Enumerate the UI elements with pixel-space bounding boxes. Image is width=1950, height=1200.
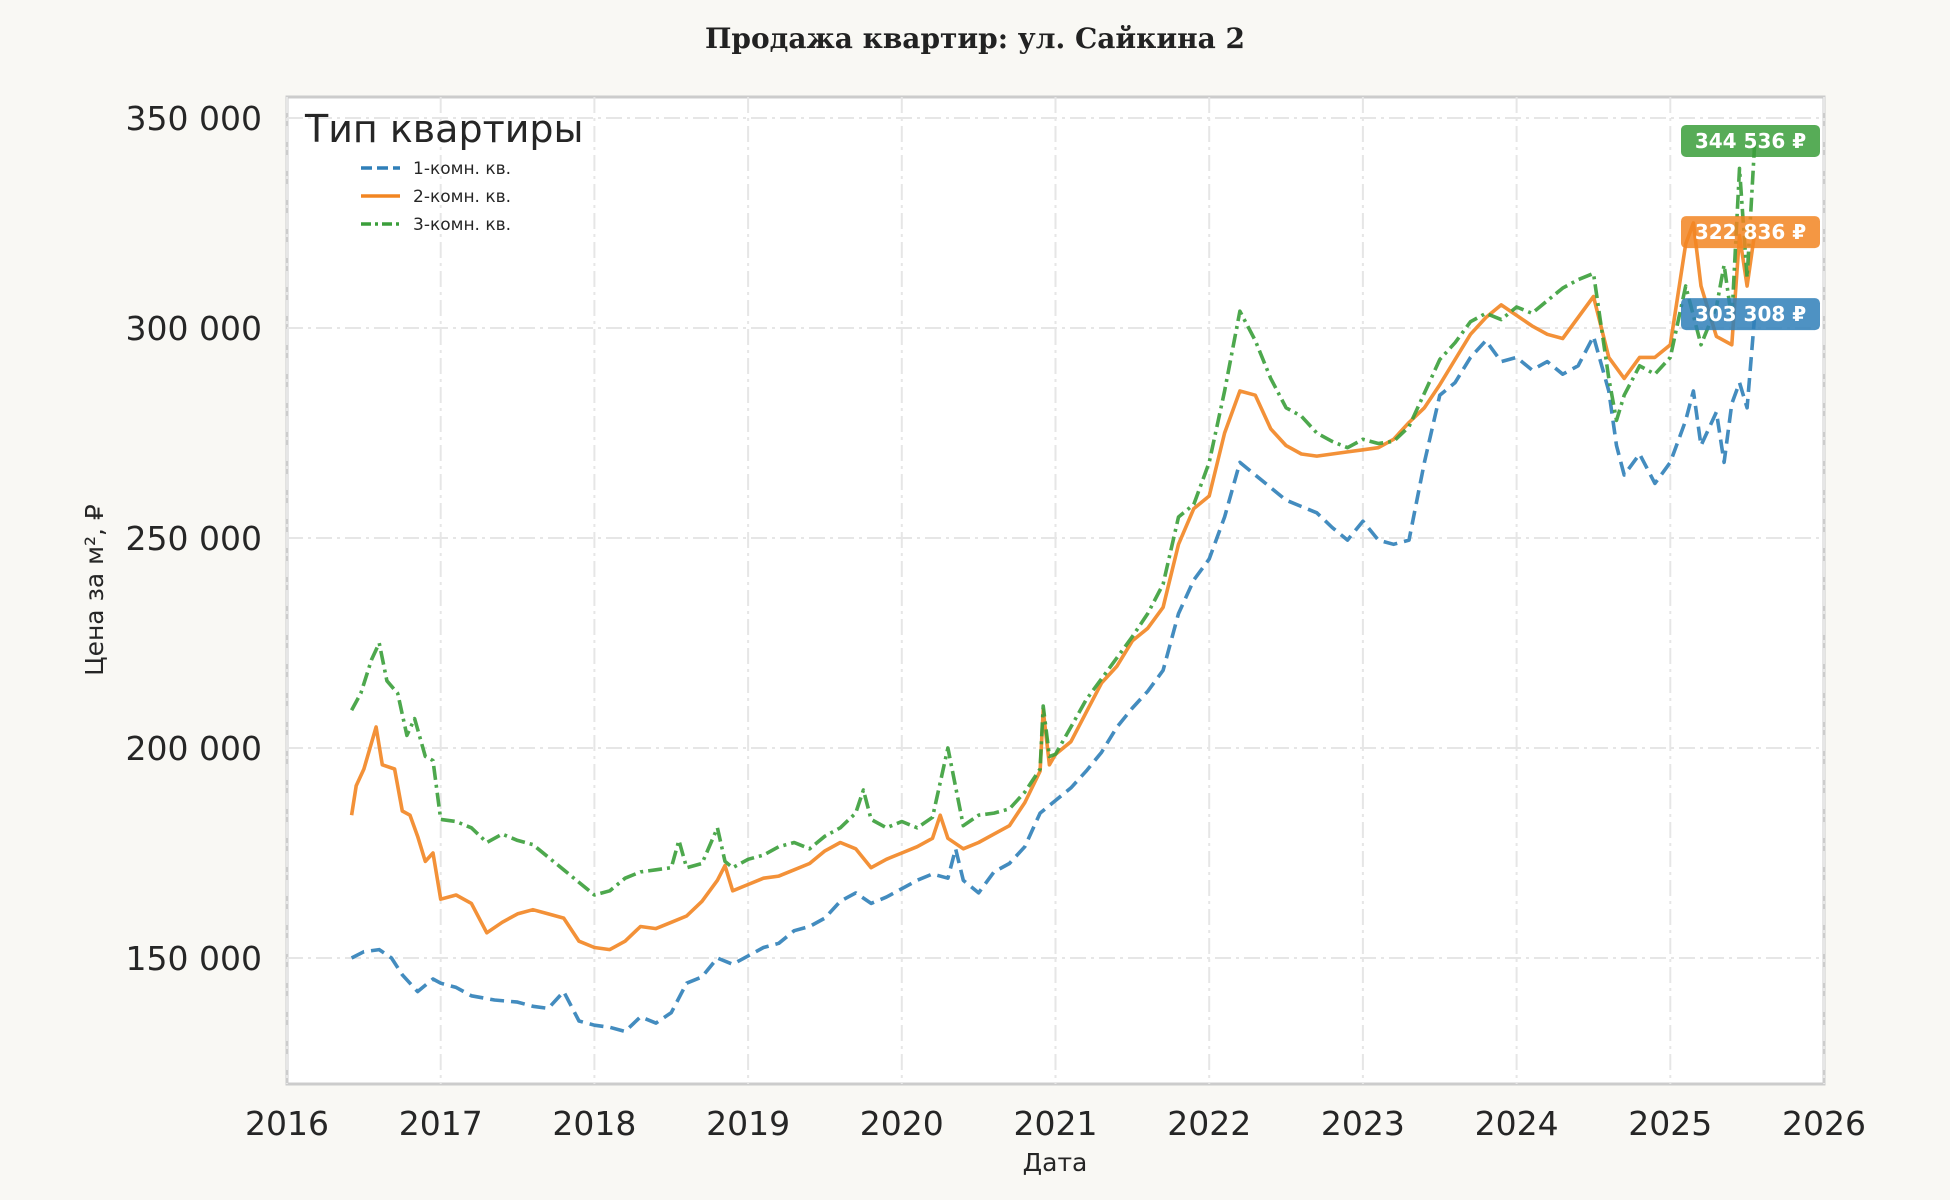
last-value-badge-3 (1681, 124, 1820, 157)
last-value-label-3: 344 536 ₽ (1695, 129, 1806, 153)
x-tick-label: 2019 (706, 1104, 790, 1143)
series-line-2 (349, 221, 1757, 952)
series-line-1 (350, 313, 1757, 1034)
y-axis-label: Цена за м², ₽ (80, 504, 109, 676)
y-tick-label: 150 000 (126, 939, 262, 978)
y-tick-label: 350 000 (126, 99, 262, 138)
y-tick-label: 300 000 (126, 309, 262, 348)
last-value-badge-2 (1681, 216, 1820, 249)
x-tick-label: 2020 (860, 1104, 944, 1143)
x-tick-label: 2025 (1628, 1104, 1712, 1143)
x-tick-label: 2026 (1782, 1104, 1866, 1143)
series-line-3 (350, 140, 1757, 897)
legend-label-3: 3-комн. кв. (413, 215, 511, 235)
y-tick-label: 250 000 (126, 519, 262, 558)
last-value-badges: 303 308 ₽ 322 836 ₽ 344 536 ₽ (1681, 124, 1820, 331)
x-axis-label: Дата (1023, 1148, 1088, 1177)
legend: Тип квартиры 1-комн. кв. 2-комн. кв. 3-ком… (304, 107, 584, 235)
x-tick-label: 2018 (552, 1104, 636, 1143)
y-axis-ticks: 150 000 200 000 250 000 300 000 350 000 (126, 99, 262, 978)
series-lines (349, 140, 1757, 1034)
last-value-label-2: 322 836 ₽ (1695, 220, 1806, 244)
legend-title: Тип квартиры (304, 107, 584, 151)
x-tick-label: 2023 (1321, 1104, 1405, 1143)
grid (286, 97, 1825, 1084)
legend-label-2: 2-комн. кв. (413, 187, 511, 207)
y-tick-label: 200 000 (126, 729, 262, 768)
last-value-label-1: 303 308 ₽ (1695, 302, 1806, 326)
x-tick-label: 2017 (399, 1104, 483, 1143)
x-tick-label: 2021 (1014, 1104, 1098, 1143)
last-value-badge-1 (1681, 298, 1820, 331)
x-tick-label: 2024 (1475, 1104, 1559, 1143)
x-tick-label: 2022 (1167, 1104, 1251, 1143)
x-tick-label: 2016 (245, 1104, 329, 1143)
x-axis-ticks: 2016 2017 2018 2019 2020 2021 2022 2023 2024 2025… (245, 1104, 1866, 1143)
chart-title: Продажа квартир: ул. Сайкина 2 (705, 22, 1245, 55)
legend-label-1: 1-комн. кв. (413, 159, 511, 179)
